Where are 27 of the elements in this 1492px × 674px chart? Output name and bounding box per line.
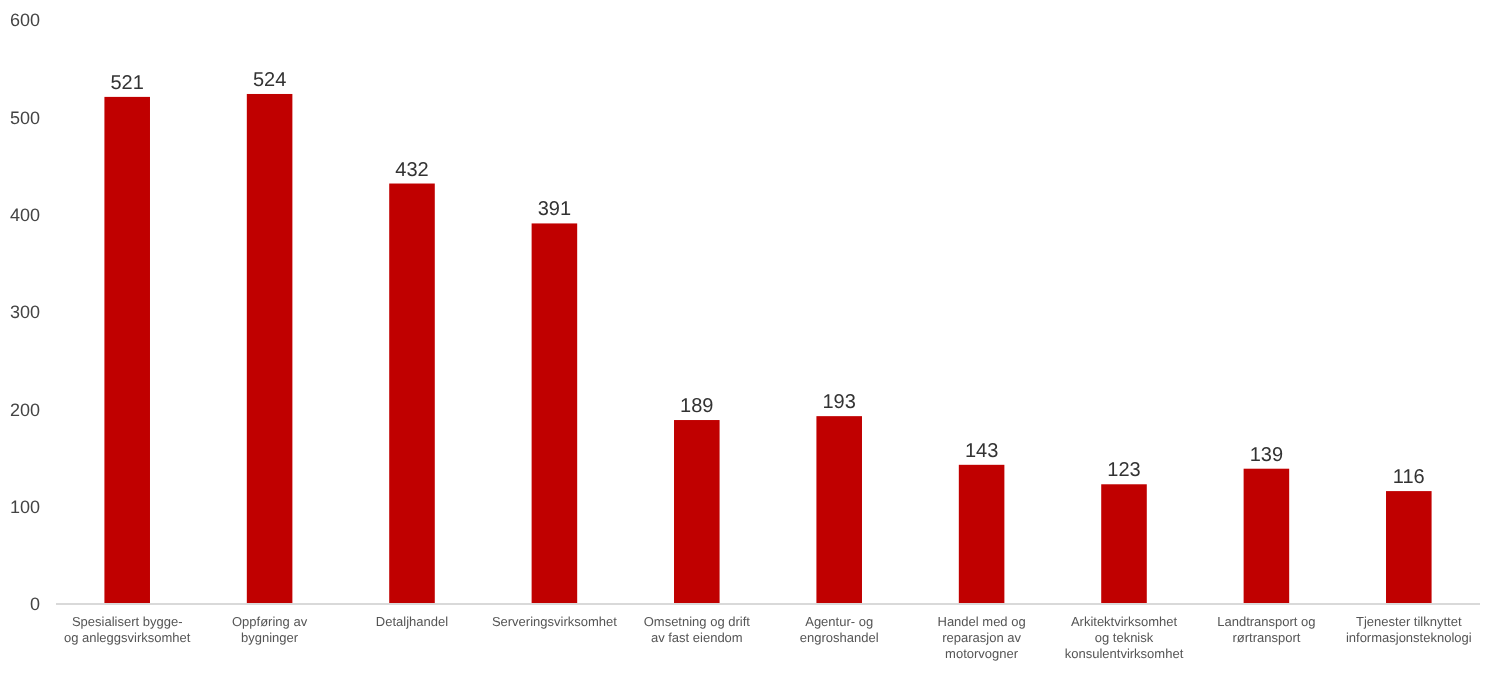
y-tick-label: 0 bbox=[29, 594, 40, 615]
bar bbox=[246, 93, 293, 604]
y-tick-label: 200 bbox=[9, 399, 40, 420]
bar bbox=[531, 223, 578, 604]
data-label: 524 bbox=[252, 69, 288, 92]
data-label: 193 bbox=[822, 392, 857, 415]
data-label: 391 bbox=[537, 199, 572, 222]
bar bbox=[958, 464, 1005, 604]
y-tick-label: 400 bbox=[9, 204, 40, 225]
data-label: 116 bbox=[1392, 467, 1426, 490]
y-tick-label: 100 bbox=[9, 496, 40, 517]
bar bbox=[389, 183, 435, 604]
y-tick-label: 300 bbox=[9, 302, 40, 323]
bar bbox=[816, 416, 862, 604]
data-label: 139 bbox=[1249, 444, 1284, 467]
data-label: 521 bbox=[110, 72, 145, 95]
bar bbox=[1101, 484, 1147, 604]
data-label: 123 bbox=[1107, 460, 1142, 483]
bar bbox=[1386, 491, 1432, 604]
bar bbox=[674, 420, 720, 604]
data-label: 432 bbox=[395, 159, 430, 182]
y-tick-label: 600 bbox=[9, 10, 40, 31]
bar bbox=[104, 96, 150, 604]
bar bbox=[1243, 468, 1290, 604]
y-tick-label: 500 bbox=[9, 107, 40, 128]
data-label: 143 bbox=[964, 440, 1000, 463]
data-label: 189 bbox=[680, 396, 715, 419]
